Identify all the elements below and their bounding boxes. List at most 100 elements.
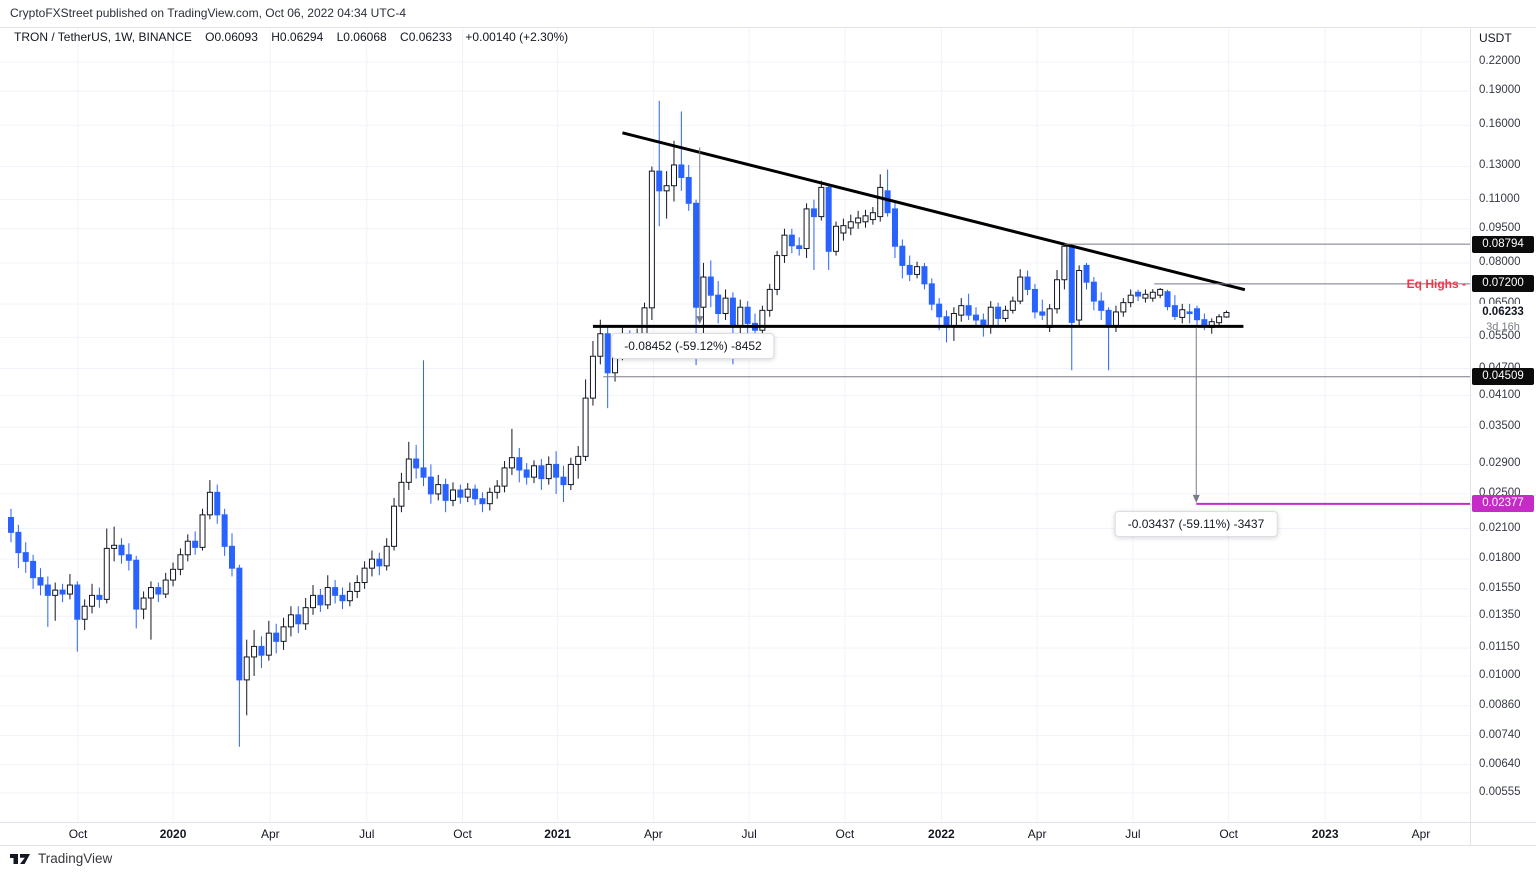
candle (796, 237, 803, 256)
candle (1179, 303, 1186, 324)
price-axis[interactable]: USDT 0.22000 0.19000 0.16000 0.13000 0.11000… (1471, 27, 1536, 845)
candle (398, 472, 405, 513)
candle (96, 587, 103, 608)
candle (177, 548, 184, 576)
candle (670, 140, 677, 202)
time-tick: Apr (1027, 827, 1047, 841)
candle (44, 576, 51, 627)
candle (715, 281, 722, 324)
candle (744, 301, 751, 334)
candle (1002, 305, 1009, 322)
candle (589, 340, 596, 406)
candle (302, 598, 309, 630)
price-tick: 0.02900 (1479, 457, 1521, 470)
candle (810, 199, 817, 270)
candle (840, 218, 847, 241)
candle (950, 307, 957, 341)
candle (81, 599, 88, 630)
candle (972, 307, 979, 326)
price-tick: 0.04100 (1479, 388, 1521, 401)
candle (1068, 244, 1075, 371)
level-0-08794-axis-label[interactable]: 0.08794 (1472, 235, 1534, 253)
candle (376, 552, 383, 576)
candle (869, 207, 876, 225)
candle (538, 459, 545, 490)
candle (236, 564, 243, 747)
price-tick: 0.03500 (1479, 420, 1521, 433)
candle (575, 446, 582, 479)
candle (1216, 314, 1223, 327)
price-range-measure-2[interactable] (1192, 327, 1200, 503)
candle (523, 463, 530, 485)
candle (214, 484, 221, 524)
candle (936, 298, 943, 331)
candle (221, 508, 228, 556)
time-tick: Jul (359, 827, 375, 841)
candle (516, 448, 523, 483)
price-tick: 0.11000 (1479, 192, 1520, 205)
measure-label-1[interactable]: -0.08452 (-59.12%) -8452 (611, 333, 775, 359)
time-tick: Oct (453, 827, 472, 841)
candle (368, 550, 375, 577)
eq-highs-label[interactable]: Eq Highs - (1406, 277, 1466, 291)
price-tick: 0.00740 (1479, 728, 1521, 741)
time-axis[interactable]: Oct 2020 Apr Jul Oct 2021 Apr Jul Oct 2022 Apr Jul O… (0, 823, 1536, 845)
measure-arrow-icon (696, 316, 704, 325)
candle (118, 538, 125, 564)
candle (1039, 299, 1046, 321)
axis-left-border (1470, 27, 1471, 845)
candle (332, 580, 339, 604)
candle (199, 508, 206, 551)
candle (1223, 310, 1230, 318)
candle (567, 457, 574, 490)
candle (987, 301, 994, 334)
candle (1024, 270, 1031, 296)
time-tick: Apr (260, 827, 280, 841)
candle (965, 293, 972, 321)
level-eq-highs-axis-label[interactable]: 0.07200 (1472, 275, 1534, 293)
measure-label-2[interactable]: -0.03437 (-59.11%) -3437 (1114, 511, 1278, 537)
descending-trendline[interactable] (622, 131, 1246, 292)
time-tick: 2021 (544, 827, 571, 841)
time-tick: 2020 (159, 827, 187, 841)
time-tick: 2022 (928, 827, 955, 841)
candle (1098, 292, 1105, 321)
candle (251, 629, 258, 676)
candle (486, 487, 493, 511)
price-tick: 0.22000 (1479, 55, 1521, 67)
candle (1164, 289, 1171, 311)
bar-countdown: 3d 16h (1486, 321, 1520, 334)
candle (494, 480, 501, 499)
watermark-row: TradingView (0, 846, 1536, 874)
candle (22, 542, 29, 573)
tradingview-watermark-text: TradingView (38, 851, 113, 866)
candle (273, 623, 280, 654)
attribution-bar: CryptoFXStreet published on TradingView.… (0, 0, 1536, 27)
candle (74, 581, 81, 652)
candle (1076, 265, 1083, 327)
price-range-measure-1[interactable] (696, 147, 704, 325)
candle (884, 169, 891, 217)
candle (582, 379, 589, 462)
candle (891, 201, 898, 258)
candle (1061, 244, 1068, 290)
level-0-04509-axis-label[interactable]: 0.04509 (1472, 368, 1534, 386)
price-tick: 0.01150 (1479, 641, 1520, 654)
candle (707, 260, 714, 308)
candle (125, 543, 132, 571)
candle (435, 474, 442, 501)
candle (162, 572, 169, 599)
ohlc-low: L0.06068 (336, 30, 387, 44)
symbol-legend[interactable]: TRON / TetherUS, 1W, BINANCE O0.06093 H0… (14, 30, 578, 44)
price-tick: 0.08000 (1479, 255, 1521, 268)
price-tick: 0.09500 (1479, 221, 1521, 234)
symbol-title[interactable]: TRON / TetherUS, 1W, BINANCE (14, 30, 192, 44)
candle (280, 617, 287, 650)
grid (0, 27, 1470, 822)
candle (788, 228, 795, 254)
price-tick: 0.01550 (1479, 581, 1521, 594)
target-level-axis-label[interactable]: 0.02377 (1472, 495, 1534, 513)
candle (1083, 262, 1090, 290)
candle (1186, 303, 1193, 324)
